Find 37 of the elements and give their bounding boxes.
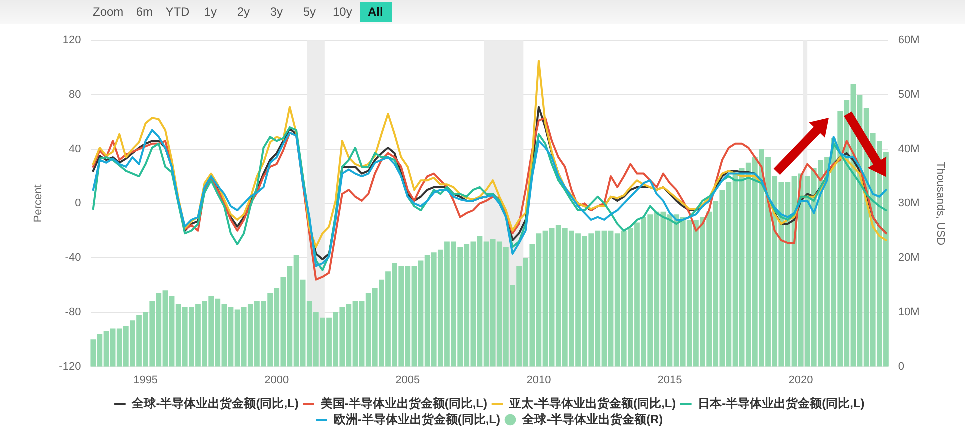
x-tick-label: 1995: [134, 374, 158, 386]
text: 6m: [135, 4, 154, 21]
text: 2y: [236, 4, 252, 21]
y-tick-label: -40: [65, 252, 82, 264]
x-tick-label: 2020: [788, 374, 814, 386]
text: All: [360, 2, 392, 22]
y-tick-label: 0: [75, 198, 82, 210]
y2-axis-title: Thousands, USD: [934, 162, 946, 246]
text: 3y: [269, 4, 284, 21]
y-tick-label: -80: [65, 306, 82, 318]
y-tick-label: 40: [68, 143, 82, 156]
y2-tick-label: 20M: [898, 252, 920, 264]
y-tick-label: 80: [68, 89, 82, 101]
y2-tick-label: 40M: [898, 143, 920, 156]
text: 1y: [203, 4, 218, 21]
y2-tick-label: 50M: [898, 89, 920, 101]
text: Zoom: [93, 4, 124, 21]
y-axis-title: Percent: [32, 184, 45, 223]
y2-tick-label: 0: [898, 360, 905, 373]
legend-label: 日本-半导体业出货金额(同比,L): [698, 396, 865, 410]
legend-label: 全球-半导体业出货金额(同比,L): [131, 396, 299, 410]
x-tick-label: 2005: [396, 374, 420, 386]
text: 10y: [332, 4, 354, 21]
text: YTD: [164, 4, 191, 21]
x-tick-label: 2000: [264, 374, 290, 386]
y2-tick-label: 10M: [898, 306, 920, 318]
x-tick-label: 2015: [658, 374, 682, 386]
y-tick-label: -120: [59, 360, 82, 373]
y2-tick-label: 30M: [898, 198, 920, 210]
y-tick-label: 120: [62, 34, 82, 47]
legend-label: 美国-半导体业出货金额(同比,L): [320, 396, 488, 410]
legend-label: 全球-半导体业出货金额(R): [522, 412, 664, 426]
legend-label: 亚太-半导体业出货金额(同比,L): [508, 396, 676, 410]
legend-label: 欧洲-半导体业出货金额(同比,L): [334, 412, 501, 426]
text: 5y: [302, 4, 318, 21]
y2-tick-label: 60M: [898, 34, 920, 47]
x-tick-label: 2010: [526, 374, 552, 386]
